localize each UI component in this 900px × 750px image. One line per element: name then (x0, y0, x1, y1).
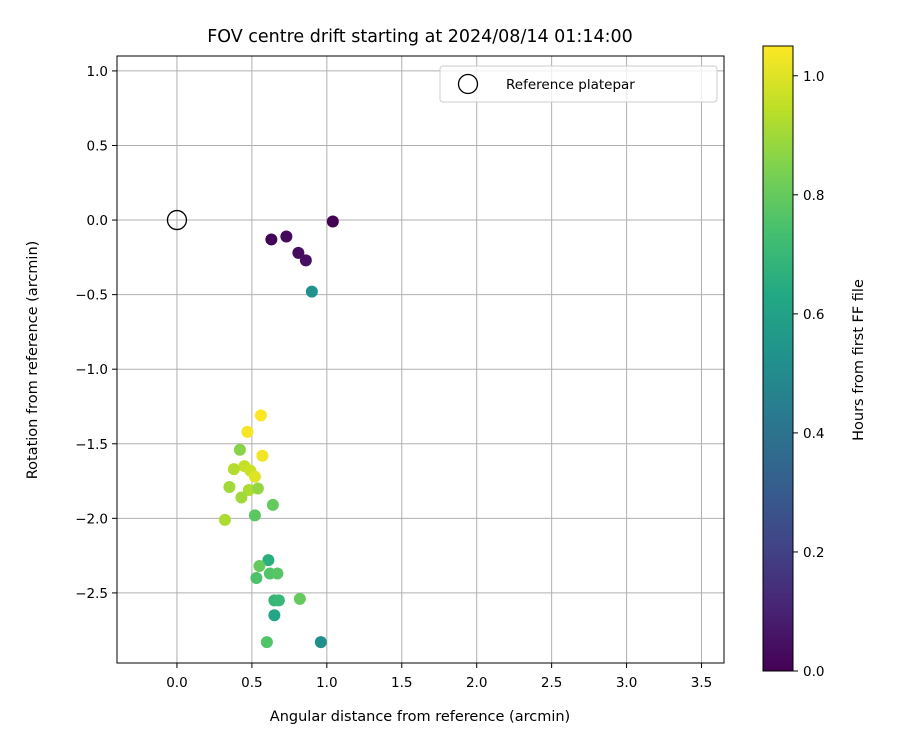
data-point (227, 463, 240, 476)
x-tick-label: 3.5 (691, 675, 712, 691)
reference-point-marker (166, 209, 188, 231)
data-point (241, 425, 254, 438)
data-point (293, 592, 306, 605)
grid-lines (117, 56, 724, 663)
data-point (280, 230, 293, 243)
y-tick-label: −1.0 (75, 362, 108, 378)
colorbar-gradient (762, 45, 794, 672)
data-point (326, 215, 339, 228)
data-point (248, 470, 261, 483)
colorbar-tick-label: 1.0 (803, 69, 824, 85)
colorbar-ticks: 0.0 0.2 0.4 0.6 0.8 1.0 (793, 69, 824, 680)
data-point (248, 509, 261, 522)
y-tick-label: −0.5 (75, 288, 108, 304)
colorbar-tick-label: 0.8 (803, 188, 824, 204)
x-tick-label: 3.0 (616, 675, 637, 691)
colorbar-tick-label: 0.2 (803, 545, 824, 561)
colorbar: 0.0 0.2 0.4 0.6 0.8 1.0 Hours from first FF f… (762, 45, 867, 680)
data-point (271, 567, 284, 580)
data-point (314, 636, 327, 649)
y-tick-label: 0.5 (87, 138, 108, 154)
data-point (305, 285, 318, 298)
data-point (260, 636, 273, 649)
x-tick-label: 0.5 (241, 675, 262, 691)
y-tick-label: 1.0 (87, 64, 108, 80)
data-point (299, 254, 312, 267)
data-point (233, 443, 246, 456)
data-point (254, 409, 267, 422)
legend: Reference platepar (439, 65, 718, 103)
colorbar-label: Hours from first FF file (851, 279, 867, 441)
chart-title: FOV centre drift starting at 2024/08/14 … (207, 27, 633, 47)
data-point (253, 560, 266, 573)
data-point (272, 594, 285, 607)
x-tick-label: 1.0 (316, 675, 337, 691)
y-tick-label: −1.5 (75, 437, 108, 453)
y-axis-ticks: 1.0 0.5 0.0 −0.5 −1.0 −1.5 −2.0 −2.5 (75, 64, 117, 602)
colorbar-tick-label: 0.0 (803, 664, 824, 680)
data-points (218, 215, 339, 649)
legend-box (439, 65, 718, 103)
plot-frame (116, 55, 725, 664)
legend-reference-marker-icon (457, 73, 479, 95)
data-point (268, 609, 281, 622)
data-point (266, 498, 279, 511)
y-axis-label: Rotation from reference (arcmin) (25, 241, 41, 480)
data-point (218, 513, 231, 526)
data-point (265, 233, 278, 246)
x-tick-label: 0.0 (166, 675, 187, 691)
colorbar-tick-label: 0.6 (803, 307, 824, 323)
colorbar-tick-label: 0.4 (803, 426, 824, 442)
data-point (250, 571, 263, 584)
data-point (256, 449, 269, 462)
x-axis-label: Angular distance from reference (arcmin) (270, 709, 570, 725)
x-tick-label: 2.5 (541, 675, 562, 691)
x-tick-label: 1.5 (391, 675, 412, 691)
data-point (242, 483, 255, 496)
y-tick-label: −2.0 (75, 511, 108, 527)
data-point (251, 482, 264, 495)
data-point (235, 491, 248, 504)
y-tick-label: 0.0 (87, 213, 108, 229)
data-point (262, 554, 275, 567)
x-tick-label: 2.0 (466, 675, 487, 691)
data-point (223, 481, 236, 494)
x-axis-ticks: 0.0 0.5 1.0 1.5 2.0 2.5 3.0 3.5 (166, 663, 712, 691)
legend-entry-label: Reference platepar (506, 77, 635, 93)
y-tick-label: −2.5 (75, 586, 108, 602)
data-point (292, 246, 305, 259)
